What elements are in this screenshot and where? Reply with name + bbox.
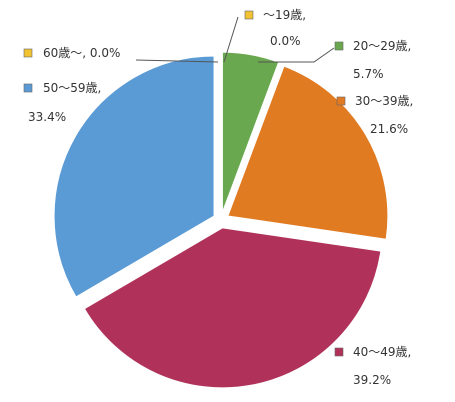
pie-slice (227, 65, 389, 240)
label-swatch (244, 10, 254, 20)
data-label-category: 40～49歳, (353, 345, 411, 359)
label-swatch (23, 83, 33, 93)
data-label-category: 20～29歳, (353, 39, 411, 53)
data-label-value: 21.6% (370, 122, 408, 136)
leader-line (135, 59, 219, 63)
data-label-category: 50～59歳, (43, 81, 101, 95)
data-label-value: 0.0% (270, 34, 301, 48)
data-label-category: ～19歳, (263, 8, 306, 22)
leader-line (223, 16, 239, 63)
data-label-category: 30～39歳, (355, 94, 413, 108)
label-swatch (334, 41, 344, 51)
label-swatch (336, 96, 346, 106)
data-label-value: 5.7% (353, 67, 384, 81)
label-swatch (334, 347, 344, 357)
data-label-value: 39.2% (353, 373, 391, 387)
label-swatch (23, 48, 33, 58)
leader-line (258, 47, 335, 63)
pie-slice (53, 55, 215, 298)
data-label-value: 33.4% (28, 110, 66, 124)
pie-slice (83, 227, 382, 389)
data-label: 60歳～, 0.0% (43, 46, 120, 60)
